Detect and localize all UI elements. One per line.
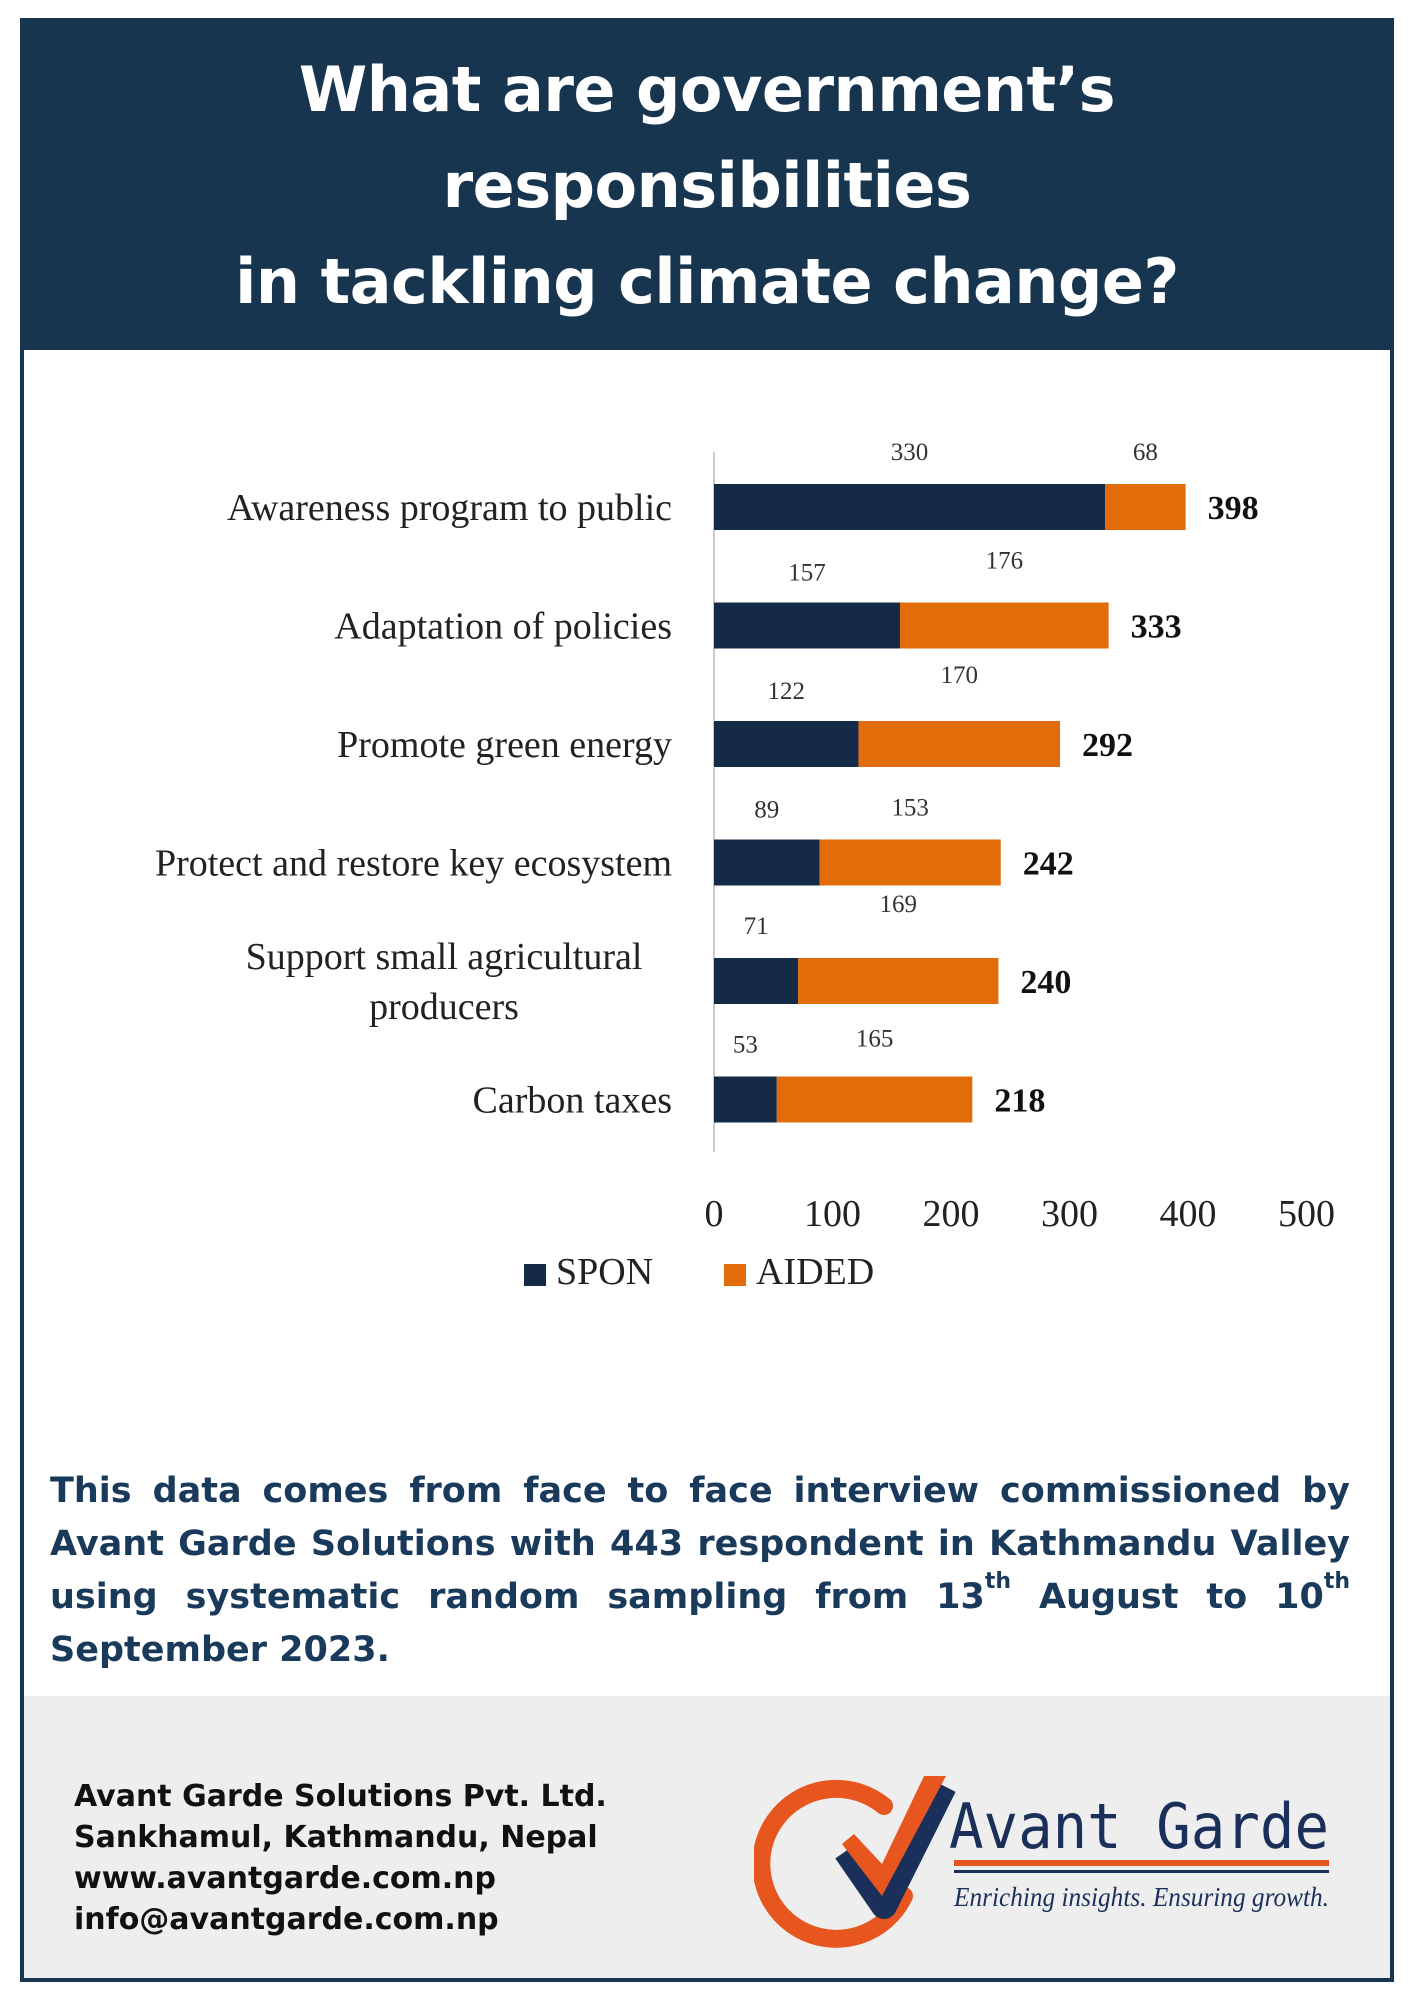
category-label: Support small agricultural producers [246, 936, 643, 1028]
note-superscript-1: th [984, 1569, 1012, 1594]
data-label-aided: 170 [941, 662, 979, 689]
bar-aided [900, 602, 1109, 649]
note-superscript-2: th [1323, 1569, 1350, 1594]
total-label: 240 [1020, 964, 1071, 1001]
data-label-aided: 153 [891, 795, 929, 822]
bar-spon [714, 484, 1106, 530]
note-text-3: September 2023. [50, 1630, 390, 1670]
bar-spon [714, 839, 820, 886]
legend-label-aided: AIDED [756, 1251, 874, 1293]
note-text-1: This data comes from face to face interv… [50, 1471, 1350, 1617]
data-label-spon: 89 [754, 797, 779, 824]
total-label: 333 [1131, 609, 1182, 646]
category-label-line: Support small agricultural [246, 936, 643, 978]
header-banner: What are government’s responsibilities i… [24, 22, 1390, 350]
x-tick-label: 400 [1160, 1193, 1217, 1235]
title-line-1: What are government’s responsibilities [298, 53, 1116, 222]
bar-aided [1105, 484, 1186, 530]
x-tick-label: 300 [1041, 1193, 1098, 1235]
avant-garde-logo: Avant Garde Enriching insights. Ensuring… [754, 1776, 1329, 1948]
data-label-spon: 122 [768, 678, 806, 705]
total-label: 292 [1082, 727, 1133, 764]
logo-divider-bottom [954, 1870, 1329, 1873]
bar-aided [776, 1076, 973, 1123]
category-label-line: producers [369, 986, 519, 1028]
category-label: Promote green energy [337, 724, 672, 766]
contact-info: Avant Garde Solutions Pvt. Ltd. Sankhamu… [74, 1776, 607, 1940]
data-label-aided: 68 [1133, 439, 1158, 466]
bar-aided [819, 839, 1001, 886]
bar-spon [714, 958, 799, 1004]
footer: Avant Garde Solutions Pvt. Ltd. Sankhamu… [24, 1696, 1390, 1978]
bar-spon [714, 721, 859, 767]
bar-spon [714, 1076, 777, 1123]
bar-aided [858, 721, 1061, 767]
company-address: Sankhamul, Kathmandu, Nepal [74, 1820, 598, 1855]
data-label-spon: 330 [891, 439, 929, 466]
logo-tagline: Enriching insights. Ensuring growth. [953, 1882, 1329, 1912]
x-tick-label: 500 [1278, 1193, 1335, 1235]
x-tick-label: 200 [923, 1193, 980, 1235]
page-title: What are government’s responsibilities i… [37, 42, 1377, 330]
data-label-spon: 53 [733, 1032, 758, 1059]
logo-brand-name: Avant Garde [949, 1790, 1329, 1863]
email-link[interactable]: info@avantgarde.com.np [74, 1902, 499, 1937]
total-label: 242 [1023, 846, 1074, 883]
poster-frame: What are government’s responsibilities i… [20, 18, 1394, 1982]
logo-divider-top [954, 1860, 1329, 1866]
total-label: 218 [994, 1083, 1045, 1120]
legend-swatch-spon [524, 1264, 546, 1286]
data-label-spon: 71 [744, 913, 769, 940]
legend-label-spon: SPON [556, 1251, 653, 1293]
company-name: Avant Garde Solutions Pvt. Ltd. [74, 1779, 607, 1814]
x-tick-label: 0 [705, 1193, 724, 1235]
category-label: Carbon taxes [473, 1080, 672, 1122]
category-label: Adaptation of policies [334, 606, 672, 648]
bar-aided [798, 958, 999, 1004]
x-tick-label: 100 [804, 1193, 861, 1235]
bar-spon [714, 602, 901, 649]
data-label-aided: 176 [986, 548, 1024, 575]
data-label-aided: 169 [880, 891, 918, 918]
category-label: Protect and restore key ecosystem [155, 843, 672, 885]
data-label-aided: 165 [856, 1026, 894, 1053]
data-label-spon: 157 [788, 560, 826, 587]
website-link[interactable]: www.avantgarde.com.np [74, 1861, 496, 1896]
methodology-note: This data comes from face to face interv… [50, 1465, 1350, 1677]
check-mark-circle-icon [754, 1776, 956, 1948]
title-line-2: in tackling climate change? [235, 245, 1179, 318]
note-text-2: August to 10 [1011, 1577, 1324, 1617]
legend-swatch-aided [724, 1264, 746, 1286]
total-label: 398 [1208, 490, 1259, 527]
category-label: Awareness program to public [227, 487, 672, 529]
bar-chart: 0 100 200 300 400 500 Awareness program to pub… [155, 439, 1335, 1293]
